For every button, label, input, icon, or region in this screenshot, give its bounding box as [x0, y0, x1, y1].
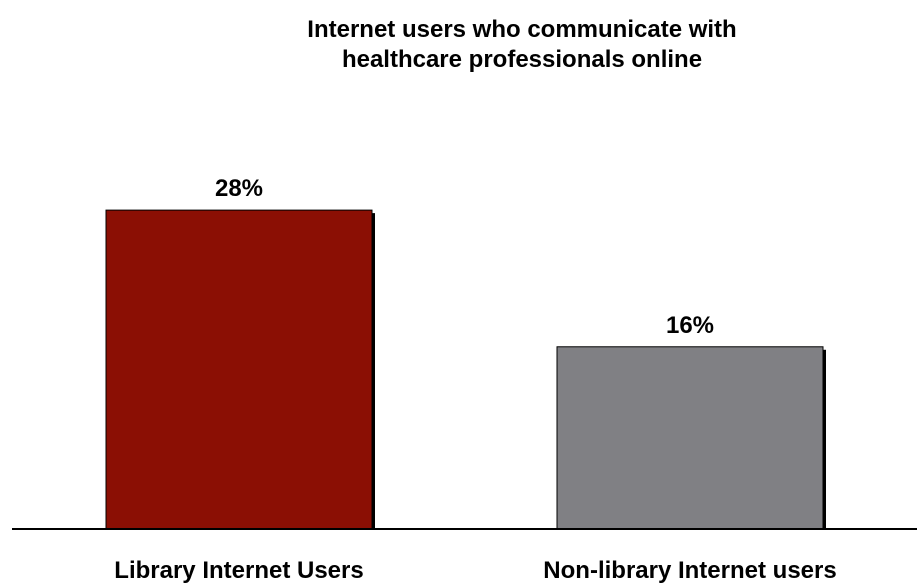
data-label: 28%: [215, 175, 263, 202]
category-label: Non-library Internet users: [543, 557, 836, 584]
chart-title-line-1: Internet users who communicate with: [307, 16, 736, 43]
category-label: Library Internet Users: [114, 557, 363, 584]
bar-shadow: [372, 213, 375, 529]
bar-library-internet-users: [105, 209, 373, 530]
bars-layer: [105, 209, 826, 530]
bar-non-library-internet-users: [556, 346, 824, 530]
labels-layer: 28% Library Internet Users 16% Non-library …: [114, 175, 836, 584]
chart-title-line-2: healthcare professionals online: [342, 46, 702, 73]
data-label: 16%: [666, 312, 714, 339]
bar-shadow: [823, 349, 826, 529]
